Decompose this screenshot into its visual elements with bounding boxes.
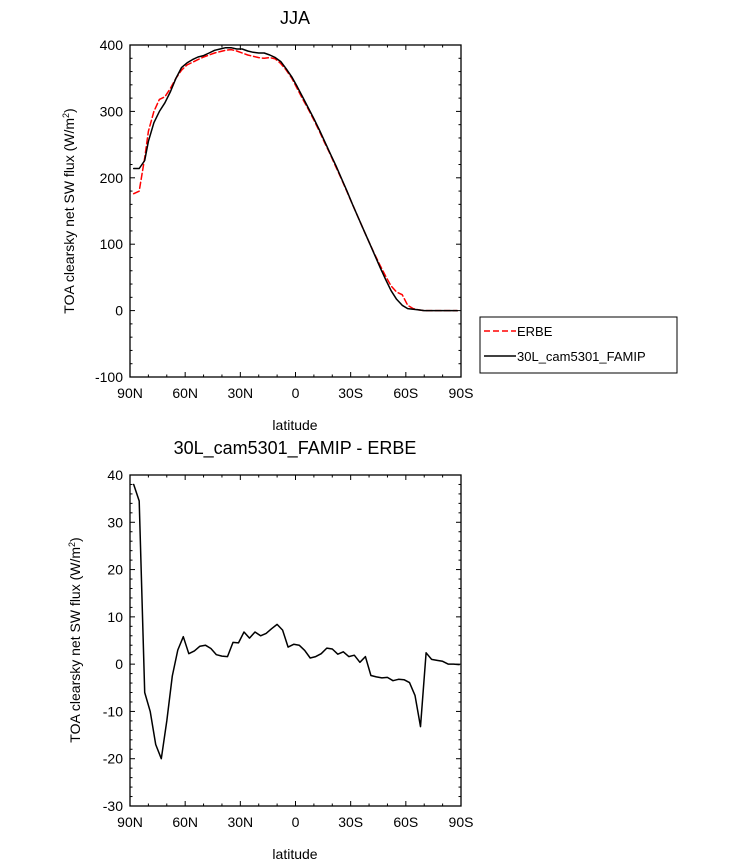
- bottom-x-tick-label-6: 90S: [449, 814, 474, 830]
- top-x-tick-label-4: 30S: [338, 385, 363, 401]
- bottom-y-axis-label-sup: 2: [67, 542, 77, 547]
- bottom-chart: 30L_cam5301_FAMIP - ERBE 90N 60N 30N 0 30S 60…: [67, 438, 473, 862]
- bottom-y-tick-label-0: -30: [103, 798, 123, 814]
- legend-box: [479, 316, 678, 374]
- bottom-axis-ticks: 90N 60N 30N 0 30S 60S 90S -30 -20 -10 0 10 20 30 40: [103, 467, 474, 830]
- top-chart: JJA 90N 60N 30N 0 30S 60S 90S -100 0 100 200 300 400…: [61, 8, 678, 433]
- bottom-x-tick-label-4: 30S: [338, 814, 363, 830]
- top-x-tick-label-0: 90N: [117, 385, 143, 401]
- bottom-y-tick-label-2: -10: [103, 703, 123, 719]
- top-y-axis-label-close: ): [61, 108, 77, 113]
- top-series-line-erbe: [132, 48, 459, 312]
- bottom-y-tick-label-3: 0: [115, 656, 123, 672]
- bottom-x-tick-label-1: 60N: [172, 814, 198, 830]
- bottom-y-axis-label-close: ): [67, 537, 83, 542]
- bottom-plot-frame: [129, 474, 462, 807]
- top-y-tick-label-0: -100: [95, 369, 123, 385]
- top-plot-frame: [129, 44, 462, 378]
- top-y-axis-label-main: TOA clearsky net SW flux (W/m: [61, 118, 77, 314]
- top-x-axis-label: latitude: [272, 417, 317, 433]
- top-y-axis-label-sup: 2: [61, 113, 71, 118]
- top-x-tick-label-1: 60N: [172, 385, 198, 401]
- bottom-x-tick-label-5: 60S: [393, 814, 418, 830]
- bottom-x-tick-label-3: 0: [292, 814, 300, 830]
- bottom-y-axis-label: TOA clearsky net SW flux (W/m2): [67, 537, 83, 742]
- top-x-tick-label-6: 90S: [449, 385, 474, 401]
- bottom-y-tick-label-5: 20: [107, 562, 123, 578]
- bottom-chart-title: 30L_cam5301_FAMIP - ERBE: [174, 438, 417, 459]
- bottom-y-axis-label-main: TOA clearsky net SW flux (W/m: [67, 547, 83, 743]
- bottom-y-tick-label-4: 10: [107, 609, 123, 625]
- bottom-y-tick-label-7: 40: [107, 467, 123, 483]
- bottom-y-tick-label-1: -20: [103, 751, 123, 767]
- top-x-tick-label-5: 60S: [393, 385, 418, 401]
- top-x-tick-label-2: 30N: [227, 385, 253, 401]
- legend-label-model: 30L_cam5301_FAMIP: [517, 349, 646, 364]
- top-x-tick-label-3: 0: [292, 385, 300, 401]
- top-y-tick-label-1: 0: [115, 303, 123, 319]
- bottom-series-line-difference: [132, 483, 460, 760]
- top-y-tick-label-3: 200: [100, 170, 124, 186]
- top-series-line-30l-cam5301-famip: [132, 46, 459, 312]
- bottom-x-axis-label: latitude: [272, 846, 317, 862]
- top-y-tick-label-2: 100: [100, 236, 124, 252]
- legend-label-erbe: ERBE: [517, 324, 553, 339]
- top-y-tick-label-4: 300: [100, 103, 124, 119]
- top-y-axis-label: TOA clearsky net SW flux (W/m2): [61, 108, 77, 313]
- bottom-y-tick-label-6: 30: [107, 514, 123, 530]
- top-axis-ticks: 90N 60N 30N 0 30S 60S 90S -100 0 100 200 300 400: [95, 37, 473, 401]
- top-series-lines: [132, 46, 459, 312]
- bottom-x-tick-label-0: 90N: [117, 814, 143, 830]
- top-chart-title: JJA: [280, 8, 310, 28]
- top-y-tick-label-5: 400: [100, 37, 124, 53]
- legend: ERBE 30L_cam5301_FAMIP: [479, 316, 678, 374]
- bottom-series-lines: [132, 483, 460, 760]
- bottom-x-tick-label-2: 30N: [227, 814, 253, 830]
